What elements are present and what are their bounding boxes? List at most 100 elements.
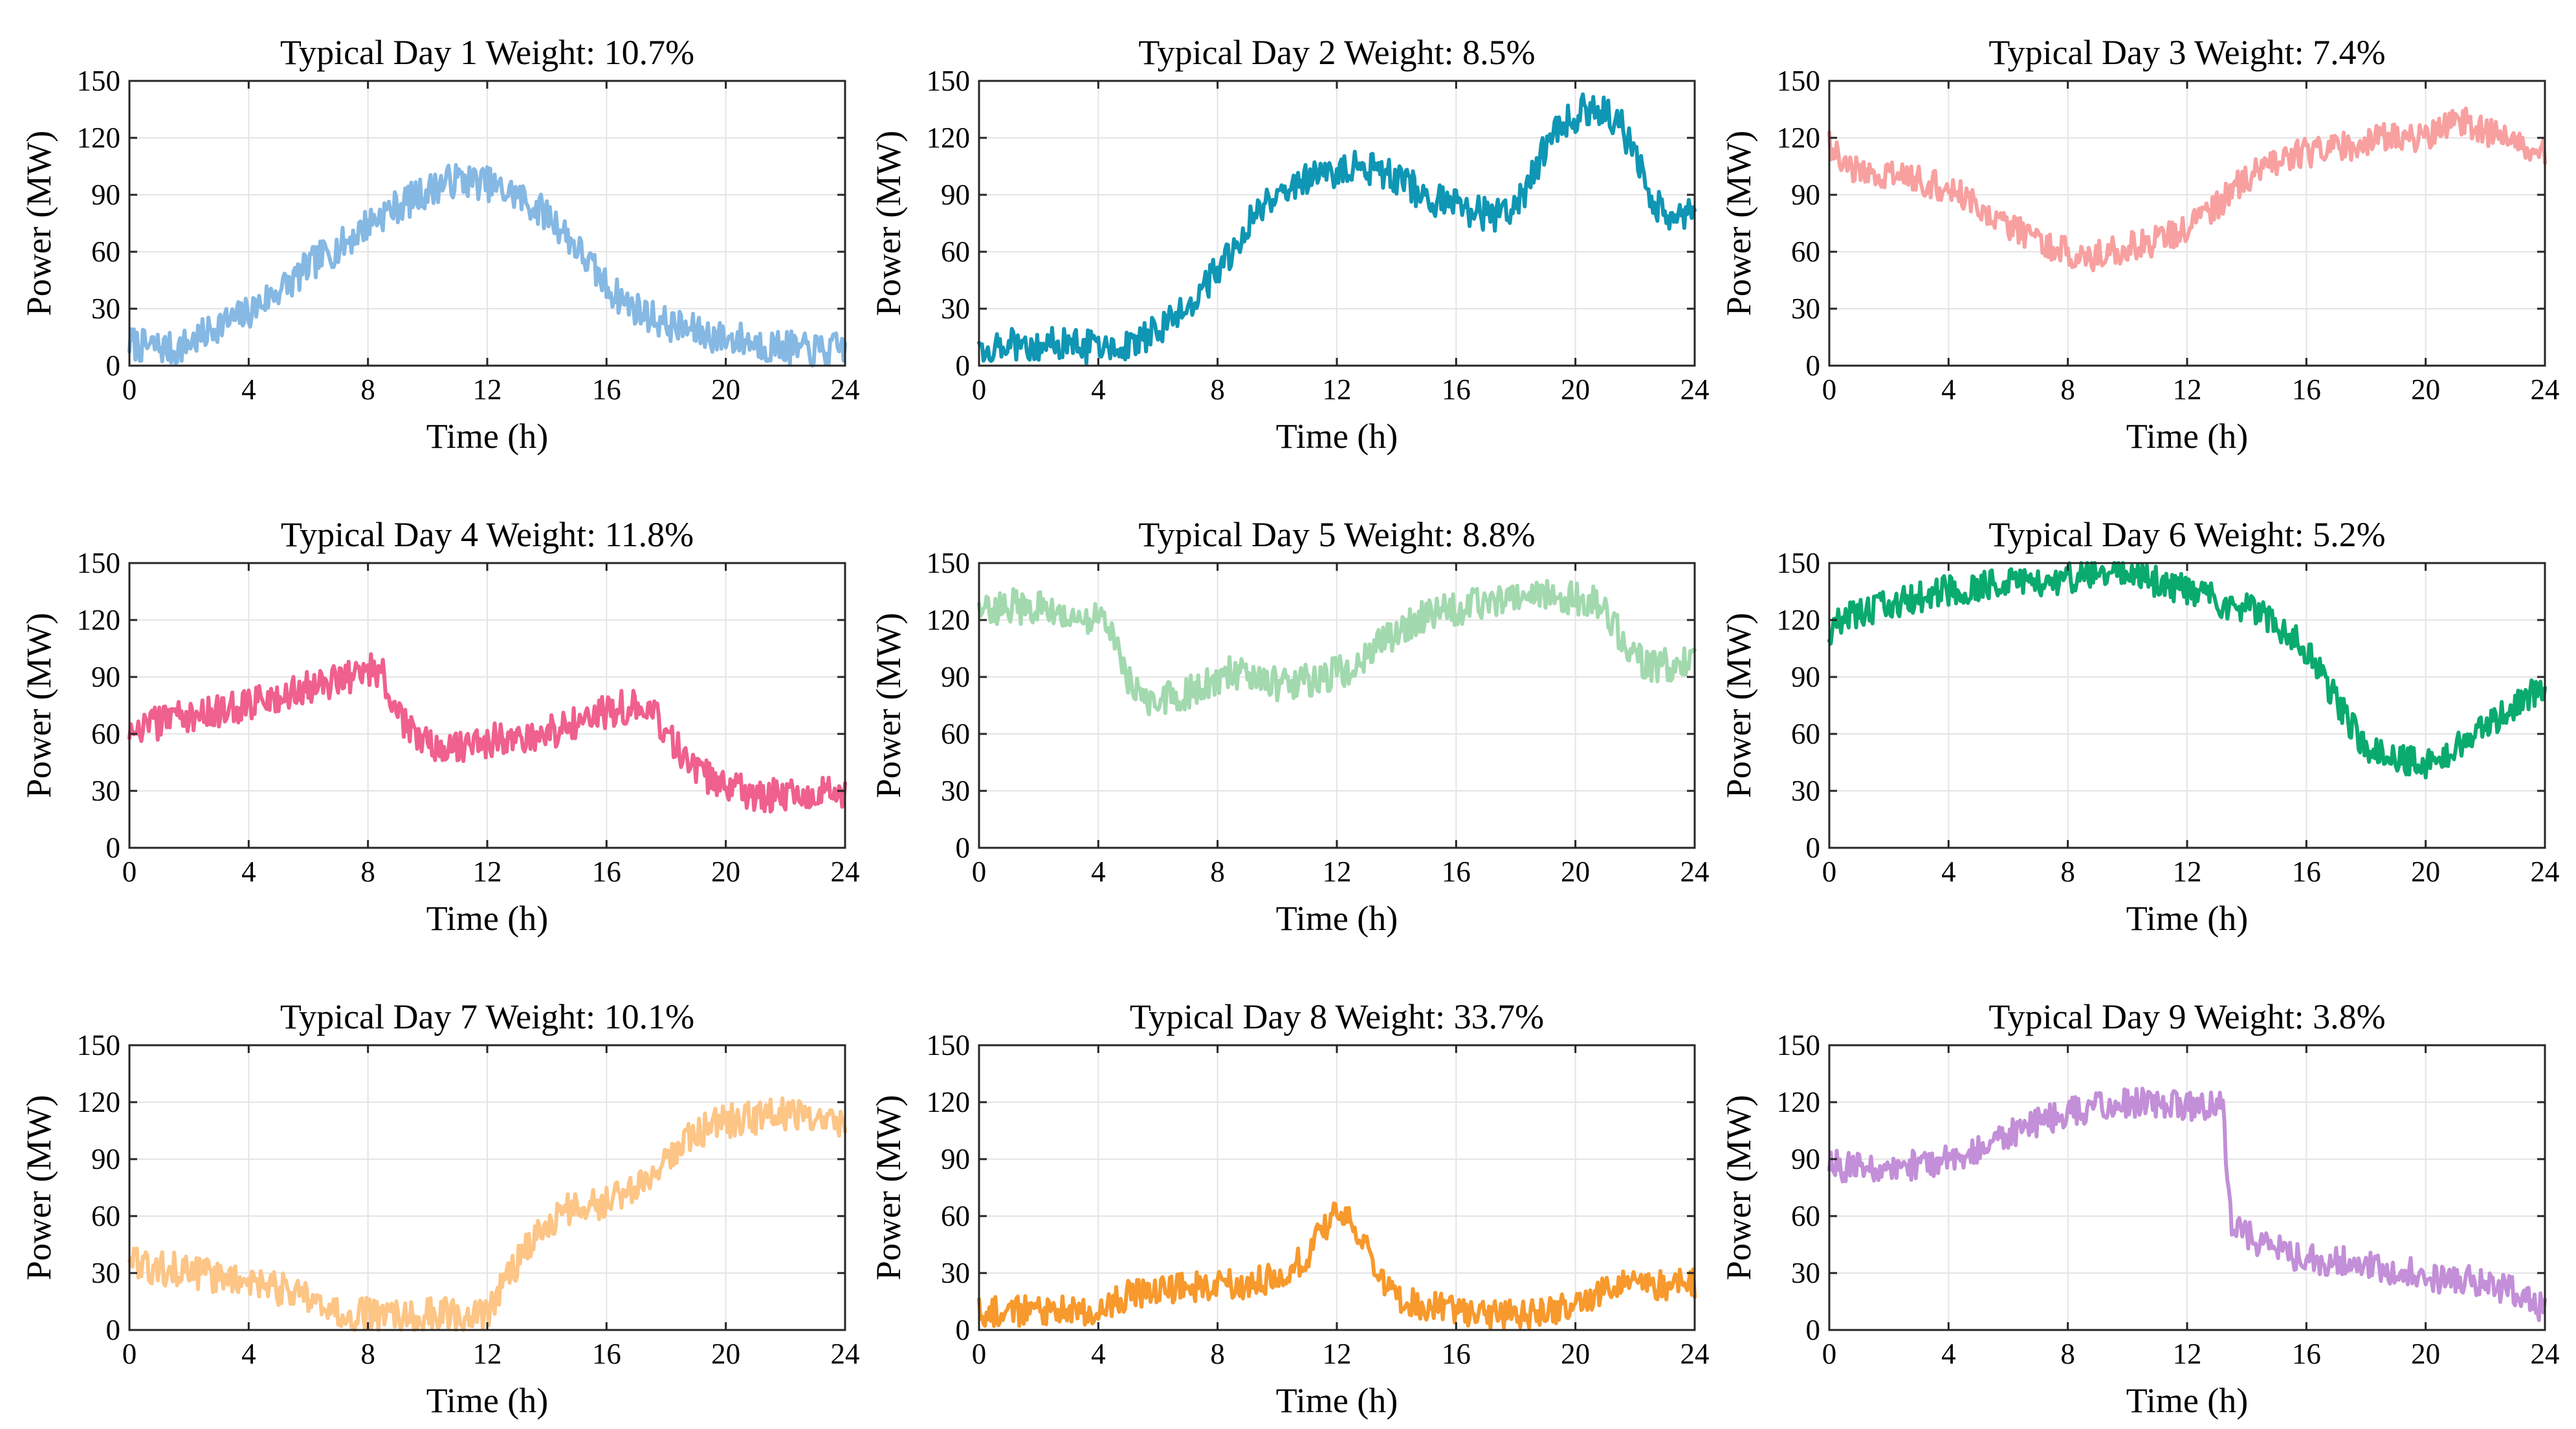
x-tick-label: 24	[831, 373, 860, 406]
x-tick-label: 12	[473, 1338, 502, 1370]
y-tick-label: 30	[91, 1257, 120, 1289]
y-tick-label: 90	[91, 661, 120, 693]
x-tick-label: 4	[241, 373, 256, 406]
x-tick-label: 20	[711, 1338, 740, 1370]
x-axis-label: Time (h)	[2126, 417, 2249, 456]
x-tick-label: 4	[1091, 856, 1106, 888]
x-tick-label: 12	[2173, 373, 2202, 406]
y-tick-label: 0	[956, 1314, 971, 1346]
x-tick-label: 8	[2060, 373, 2075, 406]
y-tick-label: 90	[941, 1143, 970, 1175]
y-tick-label: 90	[1791, 661, 1820, 693]
y-tick-label: 60	[941, 236, 970, 268]
series-line-day-3	[1827, 106, 2547, 272]
series-line-day-8	[977, 1201, 1697, 1330]
x-tick-label: 0	[1822, 856, 1837, 888]
y-tick-label: 30	[91, 775, 120, 807]
subplot-title: Typical Day 6 Weight: 5.2%	[1988, 515, 2385, 554]
y-tick-label: 0	[106, 349, 121, 382]
subplot-title: Typical Day 8 Weight: 33.7%	[1130, 997, 1544, 1036]
series-line-day-5	[977, 579, 1697, 716]
x-tick-label: 20	[711, 856, 740, 888]
subplot-title: Typical Day 9 Weight: 3.8%	[1988, 997, 2385, 1036]
subplot-6: 0 4 8 12 16 20 24 0 30 60 90 120 150 Typical Day 6 We…	[1719, 515, 2560, 938]
x-tick-label: 8	[360, 1338, 375, 1370]
x-tick-label: 12	[473, 373, 502, 406]
x-tick-label: 24	[2531, 373, 2560, 406]
subplot-1: 0 4 8 12 16 20 24 0 30 60 90 120 150 Typical Day 1 We…	[19, 33, 860, 456]
y-tick-label: 150	[927, 1029, 971, 1061]
subplot-title: Typical Day 3 Weight: 7.4%	[1988, 33, 2385, 72]
x-axis-label: Time (h)	[2126, 899, 2249, 938]
y-axis-label: Power (MW)	[19, 1095, 58, 1280]
y-tick-label: 60	[91, 236, 120, 268]
y-axis-label: Power (MW)	[19, 131, 58, 316]
y-tick-label: 0	[1806, 832, 1821, 864]
subplot-title: Typical Day 7 Weight: 10.1%	[280, 997, 694, 1036]
x-tick-label: 24	[831, 856, 860, 888]
subplot-4: 0 4 8 12 16 20 24 0 30 60 90 120 150 Typical Day 4 We…	[19, 515, 860, 938]
x-tick-label: 8	[2060, 1338, 2075, 1370]
x-tick-label: 4	[1091, 1338, 1106, 1370]
x-tick-label: 24	[1680, 373, 1710, 406]
y-tick-label: 30	[941, 1257, 970, 1289]
x-tick-label: 24	[1680, 1338, 1710, 1370]
y-axis-label: Power (MW)	[869, 131, 908, 316]
x-tick-label: 8	[1210, 373, 1225, 406]
y-tick-label: 150	[927, 65, 971, 97]
x-tick-label: 12	[1323, 1338, 1352, 1370]
subplot-title: Typical Day 2 Weight: 8.5%	[1138, 33, 1535, 72]
subplot-8: 0 4 8 12 16 20 24 0 30 60 90 120 150 Typical Day 8 We…	[869, 997, 1710, 1420]
x-tick-label: 0	[972, 856, 987, 888]
x-axis-label: Time (h)	[426, 1381, 549, 1420]
y-axis-label: Power (MW)	[869, 1095, 908, 1280]
x-tick-label: 16	[2292, 373, 2321, 406]
series-line-day-4	[127, 652, 847, 814]
x-tick-label: 16	[592, 856, 621, 888]
x-tick-label: 20	[711, 373, 740, 406]
x-tick-label: 20	[1561, 1338, 1590, 1370]
x-tick-label: 0	[122, 373, 137, 406]
y-tick-label: 150	[77, 1029, 121, 1061]
y-tick-label: 0	[1806, 1314, 1821, 1346]
y-tick-label: 90	[941, 661, 970, 693]
y-tick-label: 120	[77, 122, 121, 154]
y-tick-label: 90	[91, 179, 120, 211]
y-tick-label: 150	[1777, 1029, 1821, 1061]
x-tick-label: 20	[2411, 1338, 2440, 1370]
series-line-day-9	[1827, 1087, 2547, 1322]
x-tick-label: 8	[1210, 1338, 1225, 1370]
x-tick-label: 16	[1442, 856, 1471, 888]
y-tick-label: 0	[956, 832, 971, 864]
x-tick-label: 16	[1442, 373, 1471, 406]
x-tick-label: 16	[592, 373, 621, 406]
subplot-5: 0 4 8 12 16 20 24 0 30 60 90 120 150 Typical Day 5 We…	[869, 515, 1710, 938]
x-tick-label: 8	[1210, 856, 1225, 888]
x-tick-label: 20	[1561, 856, 1590, 888]
x-tick-label: 4	[1941, 373, 1956, 406]
y-tick-label: 60	[941, 1200, 970, 1232]
y-tick-label: 120	[77, 604, 121, 636]
x-tick-label: 12	[473, 856, 502, 888]
y-axis-label: Power (MW)	[1719, 1095, 1758, 1280]
y-tick-label: 60	[1791, 1200, 1820, 1232]
x-tick-label: 0	[122, 1338, 137, 1370]
y-tick-label: 150	[77, 65, 121, 97]
series-line-day-7	[127, 1096, 847, 1332]
y-tick-label: 120	[927, 122, 971, 154]
y-axis-label: Power (MW)	[869, 613, 908, 798]
y-tick-label: 30	[941, 293, 970, 325]
y-tick-label: 30	[941, 775, 970, 807]
y-tick-label: 0	[106, 1314, 121, 1346]
x-tick-label: 8	[360, 856, 375, 888]
x-tick-label: 24	[2531, 1338, 2560, 1370]
y-tick-label: 120	[1777, 604, 1821, 636]
y-tick-label: 60	[1791, 236, 1820, 268]
x-axis-label: Time (h)	[426, 417, 549, 456]
y-tick-label: 120	[927, 1086, 971, 1118]
y-tick-label: 60	[91, 1200, 120, 1232]
x-tick-label: 0	[972, 373, 987, 406]
subplot-title: Typical Day 5 Weight: 8.8%	[1138, 515, 1535, 554]
